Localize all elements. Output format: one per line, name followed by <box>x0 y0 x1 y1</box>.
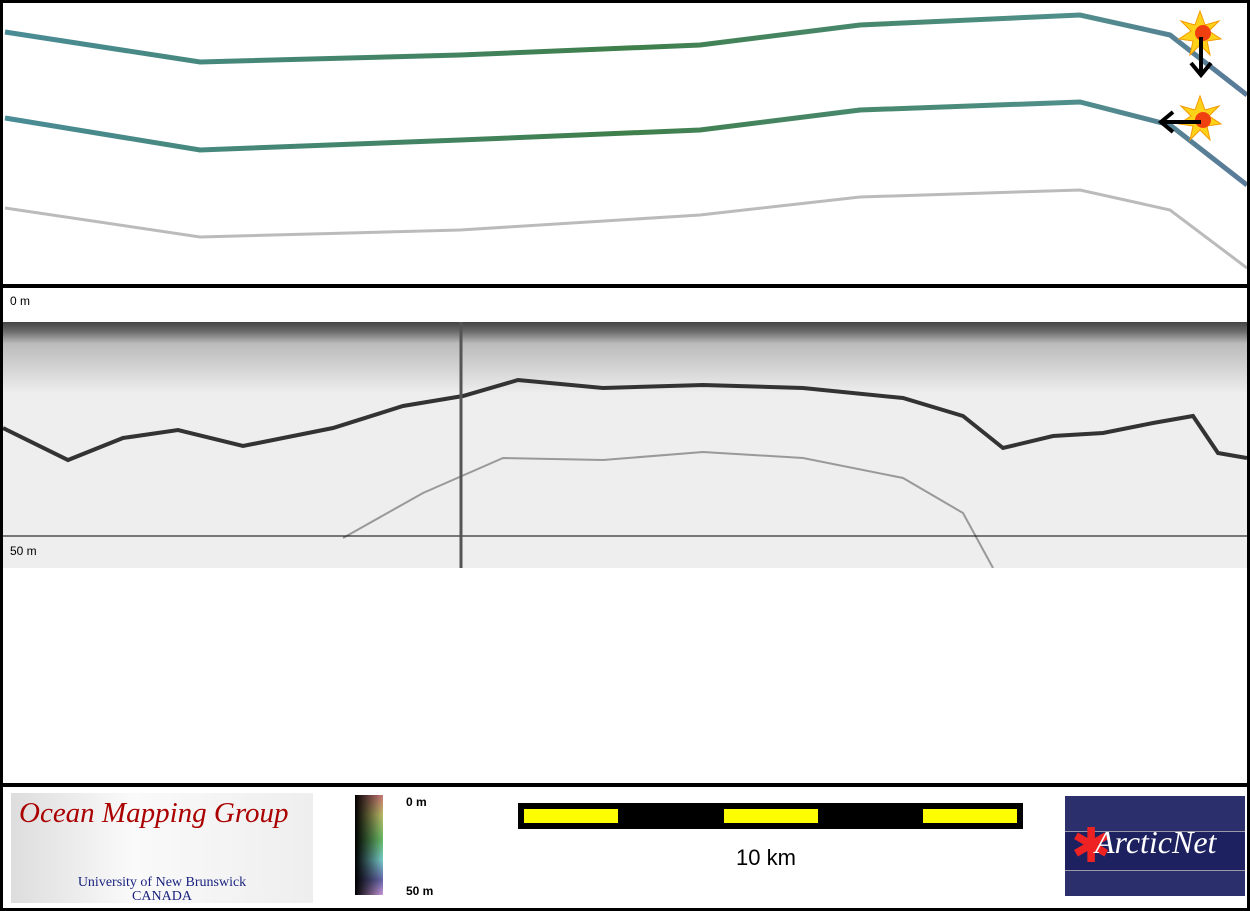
sun-arrow-left-icon <box>1157 94 1223 142</box>
track-lines <box>4 9 1249 270</box>
arcticnet-logo: ✱ ArcticNet <box>1065 796 1245 896</box>
colorbar-top-label: 0 m <box>406 795 427 809</box>
scale-label: 10 km <box>736 845 796 870</box>
scale-bar <box>518 803 1023 829</box>
omg-country: CANADA <box>132 889 192 903</box>
track-line-2 <box>4 99 1249 187</box>
ocean-mapping-group-logo: Ocean Mapping Group University of New Br… <box>11 793 313 903</box>
omg-title: Ocean Mapping Group <box>19 797 289 829</box>
sonar-profile-panel: 0 m 50 m <box>3 288 1247 783</box>
arcticnet-text: ArcticNet <box>1095 824 1217 860</box>
sonar-echogram <box>3 322 1247 568</box>
multiple-echo <box>342 450 994 568</box>
depth-colorbar <box>355 795 383 895</box>
legend-panel: Ocean Mapping Group University of New Br… <box>3 787 1247 908</box>
colorbar-bottom-label: 50 m <box>406 884 434 898</box>
depth-label-top: 0 m <box>10 294 31 308</box>
track-line-1 <box>4 12 1249 97</box>
sun-arrow-down-icon <box>1177 9 1223 79</box>
depth-label-bottom: 50 m <box>10 544 37 558</box>
seabed <box>3 377 1247 463</box>
track-line-3 <box>4 188 1248 270</box>
track-panel <box>3 3 1249 284</box>
omg-university: University of New Brunswick <box>77 875 247 890</box>
